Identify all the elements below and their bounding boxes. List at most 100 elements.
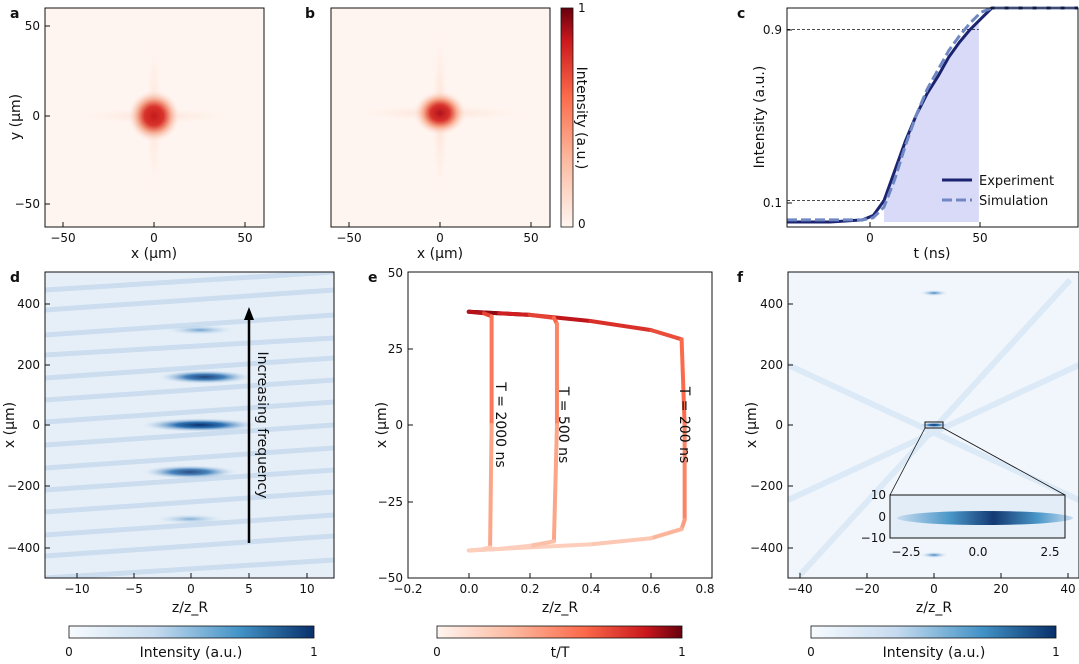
axes-e-ticks: [407, 271, 713, 579]
tick-label: 400: [17, 297, 40, 311]
increasing-frequency-label: Increasing frequency: [254, 352, 270, 499]
tick-label: 400: [760, 297, 783, 311]
tick-label: −40: [787, 582, 812, 596]
tick-label: 0.9: [763, 23, 782, 37]
curve-label-200ns: T = 200 ns: [676, 386, 692, 464]
inset-tick-label: 10: [871, 488, 886, 502]
colorbar-label: Intensity (a.u.): [883, 645, 986, 661]
panel-e: e −0.2 0.0 0.2 0.4 0.6 0.8 50 25 0 −25 −…: [368, 266, 715, 661]
panel-label-b: b: [305, 6, 315, 22]
heatmap-d-fringes: [45, 272, 334, 578]
inset-tick-label: 2.5: [1040, 545, 1059, 559]
heatmap-f-spot-top: [920, 290, 948, 296]
y-axis-label: Intensity (a.u.): [752, 66, 768, 169]
tick-label: 0.8: [695, 582, 714, 596]
tick-label: 20: [993, 582, 1008, 596]
tick-label: 25: [388, 342, 403, 356]
tick-label: 0: [32, 109, 40, 123]
trajectory-segment: [497, 311, 532, 317]
colorbar-min-label: 0: [433, 645, 441, 659]
tick-label: −5: [125, 582, 143, 596]
trajectory-segment: [588, 318, 654, 333]
colorbar-label: Intensity (a.u.): [140, 645, 243, 661]
trajectory-segment: [497, 543, 532, 551]
colorbar-max-label: 1: [578, 1, 586, 15]
axes-a-ticks: [45, 25, 246, 227]
zoom-region-box: [924, 421, 944, 429]
tick-label: 200: [17, 358, 40, 372]
zoom-connector-left: [889, 427, 926, 496]
tick-label: 50: [237, 231, 252, 245]
axes-d-ticks: [45, 303, 308, 578]
tick-label: 0: [930, 582, 938, 596]
legend-experiment-label: Experiment: [979, 174, 1054, 189]
tick-label: 0: [395, 418, 403, 432]
rise-time-shaded-region: [884, 20, 979, 223]
heatmap-a-peak: [127, 89, 181, 143]
inset-f: −2.5 0.0 2.5 10 0 −10: [861, 488, 1073, 559]
colorbar-e: [436, 625, 683, 639]
colorbar-min-label: 0: [578, 217, 586, 231]
colorbar-label: t/T: [551, 645, 570, 661]
trajectory-segment: [527, 312, 556, 320]
legend-c: Experiment Simulation: [942, 174, 1054, 209]
trajectory-segment: [551, 423, 559, 544]
tick-label: 40: [1060, 582, 1075, 596]
curve-label-500ns: T = 500 ns: [555, 386, 571, 464]
tick-label: −50: [50, 231, 75, 245]
y-axis-label: x (μm): [374, 402, 390, 448]
tick-label: −200: [750, 479, 783, 493]
tick-label: 10: [299, 582, 314, 596]
x-axis-label: x (μm): [417, 246, 463, 262]
colorbar-d: [68, 625, 315, 639]
y-axis-label: y (μm): [8, 94, 24, 140]
x-axis-label: z/z_R: [916, 600, 952, 616]
panel-label-e: e: [368, 270, 378, 286]
tick-label: 0: [187, 582, 195, 596]
colorbar-max-label: 1: [1052, 645, 1060, 659]
tick-label: −50: [336, 231, 361, 245]
increasing-frequency-arrow: [244, 307, 254, 543]
tick-label: −400: [750, 541, 783, 555]
axes-c-frame: [786, 7, 1079, 228]
tick-label: −25: [378, 495, 403, 509]
tick-label: −0.2: [393, 582, 422, 596]
heatmap-d-spot-lower: [142, 465, 238, 479]
tick-label: −20: [854, 582, 879, 596]
heatmap-d-spot-bottom: [154, 514, 226, 524]
tick-label: 50: [25, 19, 40, 33]
axes-b-ticks: [348, 222, 532, 227]
panel-label-c: c: [737, 6, 745, 22]
tick-label: 0: [32, 418, 40, 432]
x-axis-label: z/z_R: [172, 600, 208, 616]
panel-a: a −50 0 50 50 0 −50 x (μm) y (μm): [8, 6, 265, 262]
tick-label: −50: [15, 197, 40, 211]
x-axis-label: z/z_R: [542, 600, 578, 616]
trajectory-segment: [466, 309, 486, 316]
tick-label: 0.0: [459, 582, 478, 596]
inset-tick-label: −2.5: [891, 545, 920, 559]
panel-f: f −2.5 0.0 2.5 10 0 −10: [737, 270, 1079, 661]
panel-label-d: d: [10, 270, 20, 286]
trajectory-segment: [649, 527, 684, 541]
heatmap-f-spot-center: [920, 422, 948, 428]
tick-label: 0.4: [581, 582, 600, 596]
tick-label: 0: [436, 231, 444, 245]
trajectory-2: [466, 309, 494, 553]
heatmap-d-spot-top: [164, 325, 236, 335]
panel-label-f: f: [737, 270, 744, 286]
y-axis-label: x (μm): [2, 402, 18, 448]
colorbar-min-label: 0: [65, 645, 73, 659]
inset-tick-label: 0: [878, 510, 886, 524]
x-axis-label: t (ns): [913, 246, 950, 262]
trajectory-segment: [679, 337, 687, 427]
trajectory-segment: [527, 539, 556, 548]
panel-b: b −50 0 50 x (μm) 1 0 Intensity (a.u.): [305, 1, 589, 262]
tick-label: 50: [388, 266, 403, 280]
colorbar-label: Intensity (a.u.): [573, 67, 589, 170]
heatmap-f-spot-bottom: [920, 552, 948, 558]
colorbar-f: [810, 625, 1057, 639]
colorbar-b: [560, 7, 574, 228]
trajectory-1: [466, 309, 559, 553]
